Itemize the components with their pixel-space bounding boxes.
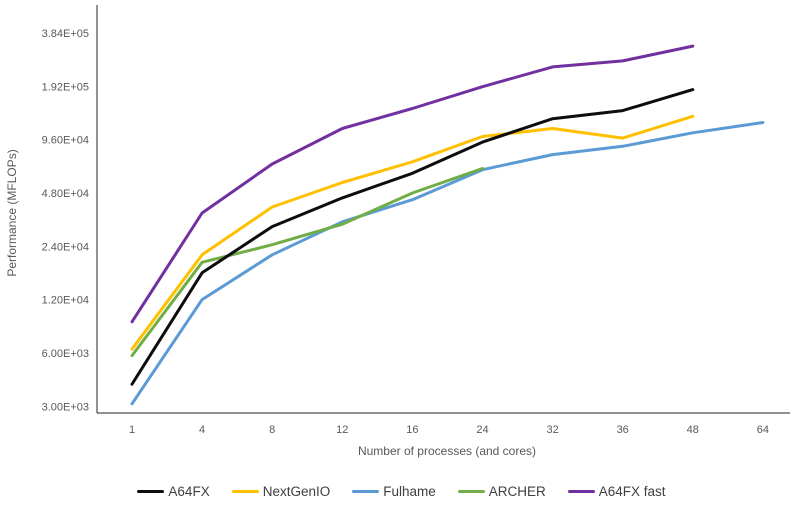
x-tick-label: 12: [336, 424, 348, 436]
legend-line-swatch: [231, 489, 259, 494]
series-line-a64fx: [130, 88, 695, 386]
x-tick-label: 1: [129, 424, 135, 436]
y-tick-label: 2.40E+04: [42, 241, 89, 253]
y-tick-labels-group: 3.00E+03 6.00E+03 1.20E+04 2.40E+04 4.80E+04…: [42, 28, 89, 413]
series-line-nextgenio: [130, 114, 695, 351]
legend-item-archer: ARCHER: [457, 484, 546, 499]
x-tick-label: 32: [546, 424, 558, 436]
legend-label: A64FX fast: [598, 484, 666, 499]
y-tick-label: 6.00E+03: [42, 348, 89, 360]
x-axis-title: Number of processes (and cores): [358, 444, 536, 458]
x-tick-label: 64: [757, 424, 769, 436]
y-tick-label: 4.80E+04: [42, 188, 89, 200]
y-tick-label: 3.84E+05: [42, 28, 89, 40]
y-tick-label: 9.60E+04: [42, 135, 89, 147]
legend-label: ARCHER: [488, 484, 546, 499]
x-tick-label: 48: [687, 424, 699, 436]
x-tick-label: 8: [269, 424, 275, 436]
x-tick-label: 36: [617, 424, 629, 436]
legend-item-a64fx: A64FX: [137, 484, 210, 499]
series-lines-group: [130, 44, 765, 406]
y-tick-label: 3.00E+03: [42, 401, 89, 413]
legend-item-nextgenio: NextGenIO: [231, 484, 331, 499]
legend-line-swatch: [457, 489, 485, 494]
axes-group: [96, 5, 790, 414]
x-tick-label: 24: [476, 424, 488, 436]
legend-line-swatch: [137, 489, 165, 494]
legend-item-fulhame: Fulhame: [352, 484, 436, 499]
legend: A64FX NextGenIO Fulhame ARCHER A64FX fast: [0, 484, 803, 499]
legend-line-swatch: [352, 489, 380, 494]
legend-line-swatch: [567, 489, 595, 494]
y-axis-title: Performance (MFLOPs): [5, 149, 19, 276]
x-tick-label: 4: [199, 424, 205, 436]
series-line-archer: [130, 167, 484, 358]
series-line-a64fx-fast: [130, 44, 695, 324]
legend-label: A64FX: [168, 484, 210, 499]
y-tick-label: 1.20E+04: [42, 295, 89, 307]
x-tick-label: 16: [406, 424, 418, 436]
legend-item-a64fx-fast: A64FX fast: [567, 484, 666, 499]
legend-label: NextGenIO: [262, 484, 331, 499]
series-line-fulhame: [130, 121, 765, 406]
y-tick-label: 1.92E+05: [42, 81, 89, 93]
x-tick-labels-group: 1 4 8 12 16 24 32 36 48 64: [129, 424, 769, 436]
legend-label: Fulhame: [383, 484, 436, 499]
chart-canvas: 3.00E+03 6.00E+03 1.20E+04 2.40E+04 4.80E+04…: [5, 5, 790, 458]
